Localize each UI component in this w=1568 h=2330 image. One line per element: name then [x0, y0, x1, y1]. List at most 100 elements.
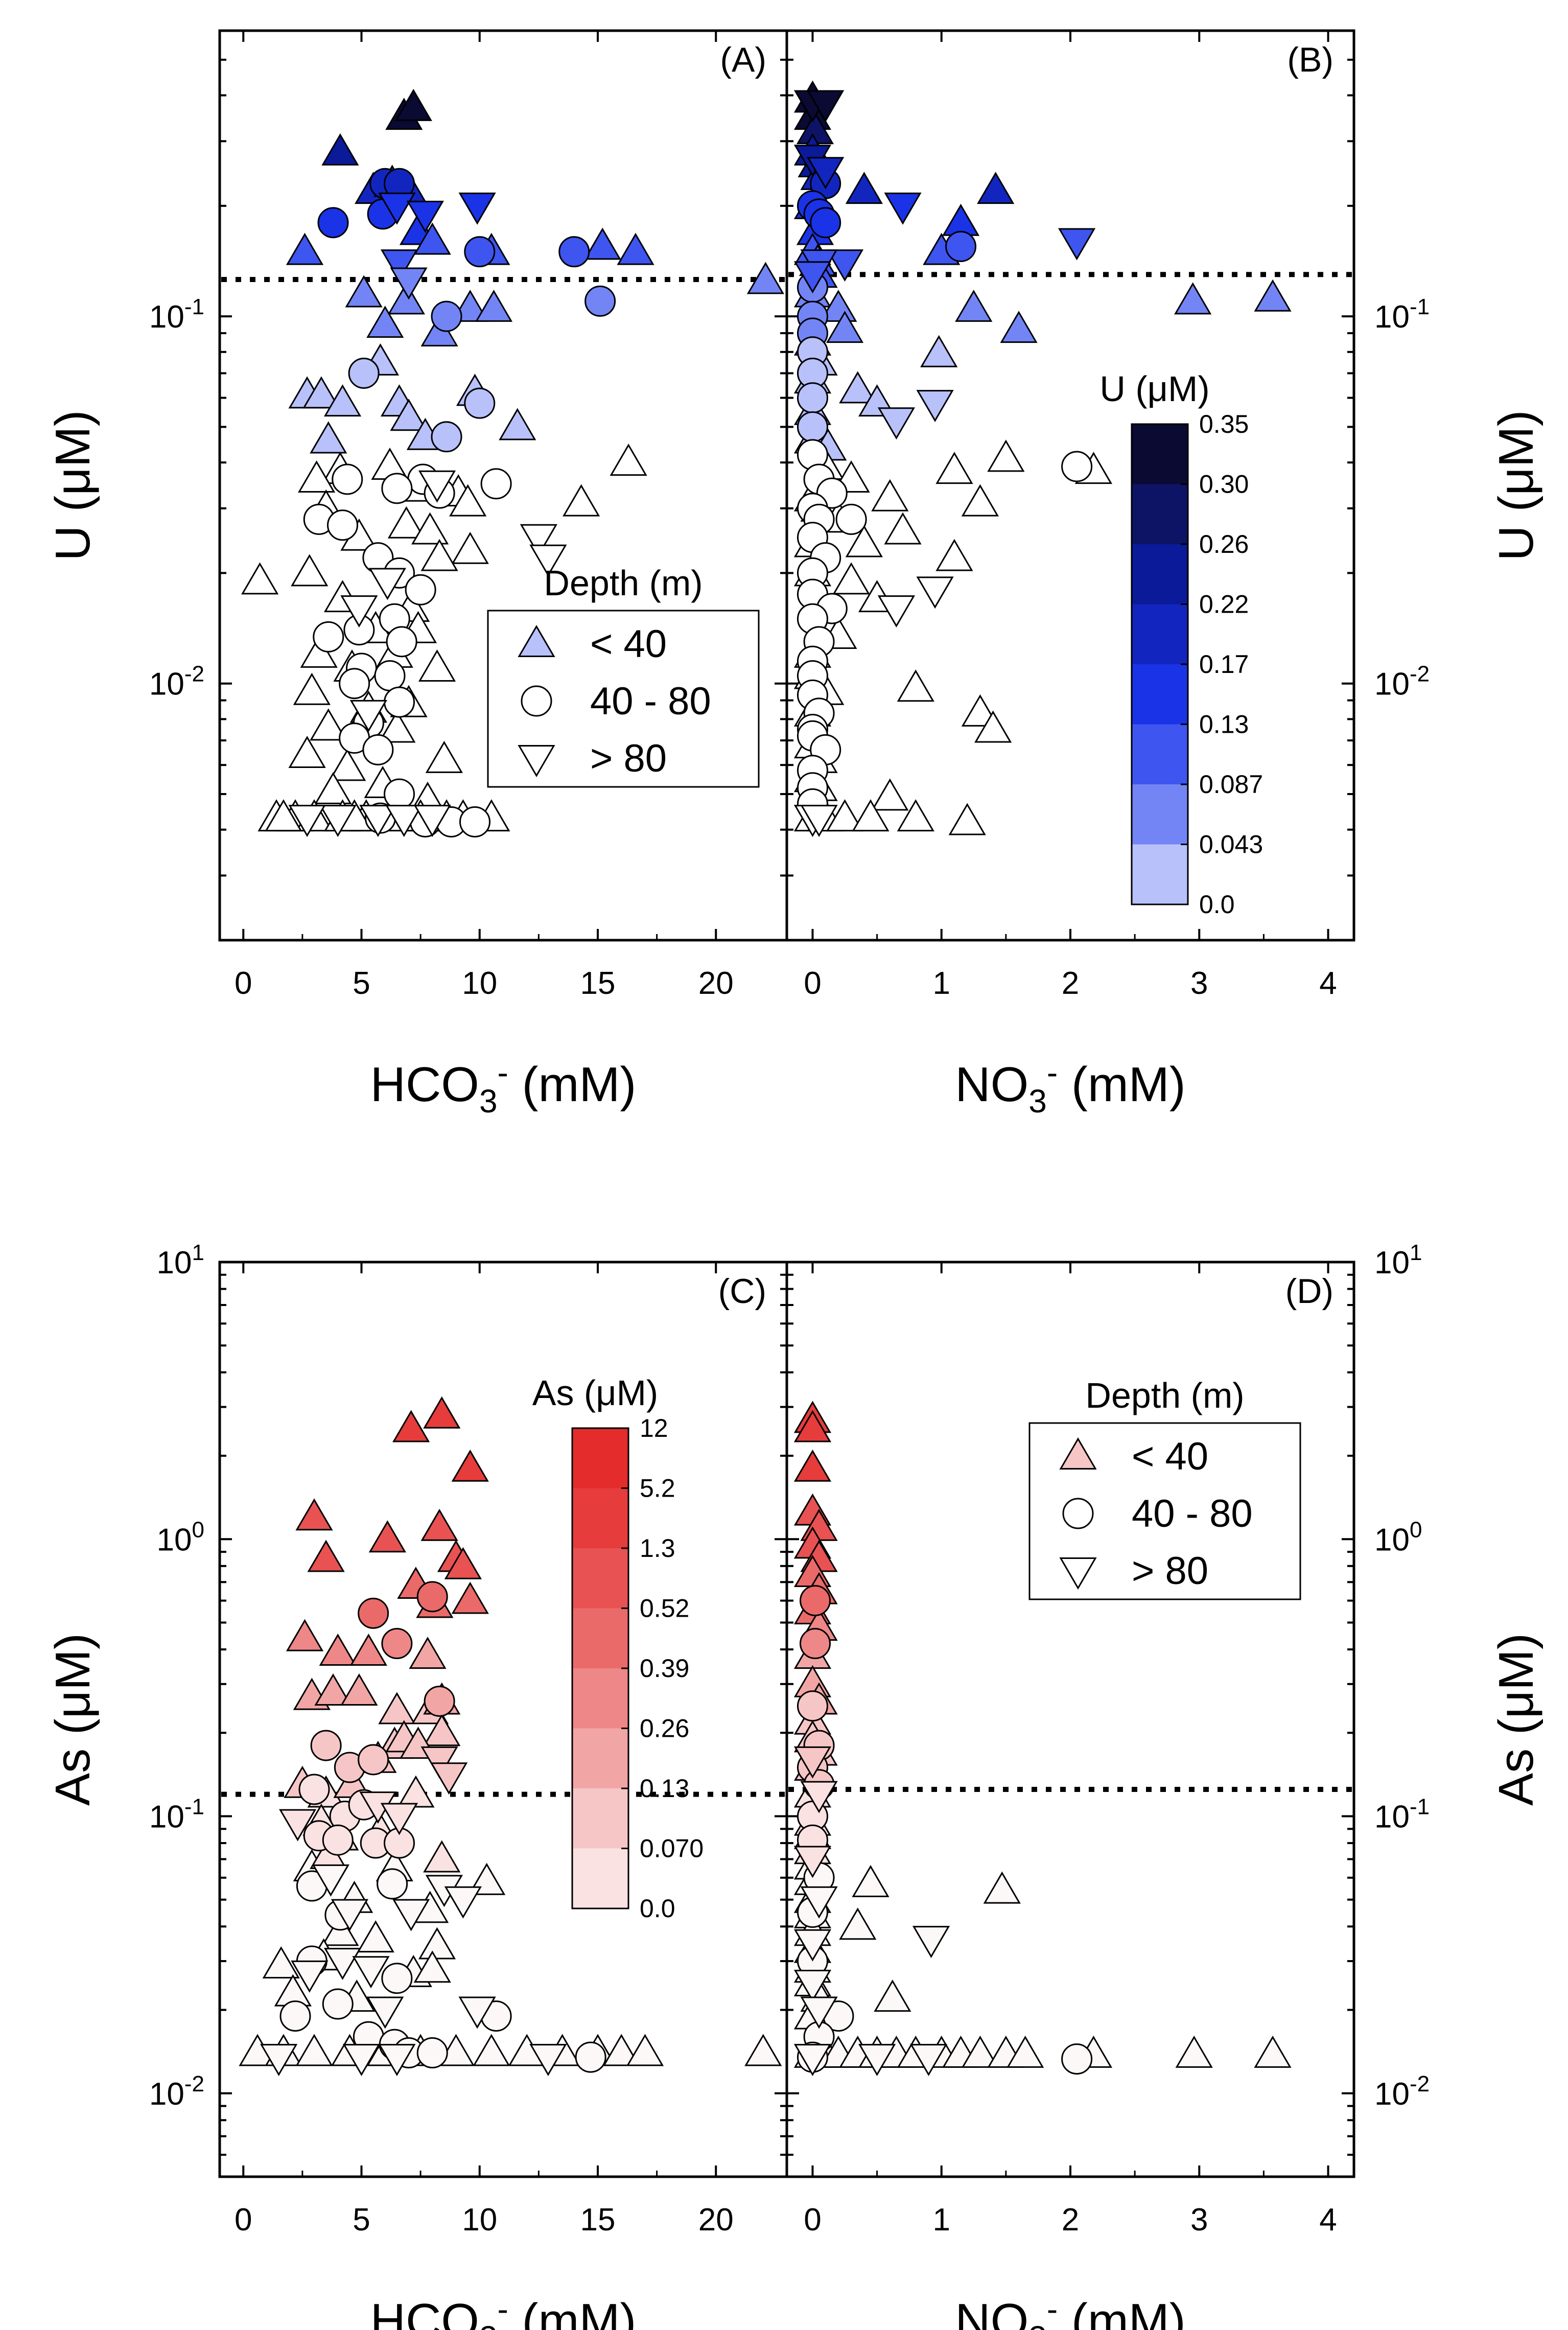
data-point-triangle-up [425, 740, 463, 773]
colorbar-title: As (μM) [532, 1373, 658, 1413]
panel-label: (A) [720, 40, 766, 79]
data-point-circle [317, 207, 349, 239]
data-point-triangle-up [874, 1979, 911, 2012]
data-point-triangle-up [286, 1619, 324, 1651]
data-point-triangle-down [800, 805, 838, 837]
data-point-triangle-up [602, 2034, 640, 2066]
panel-c-markers [239, 1396, 782, 2077]
data-point-circle [405, 574, 436, 605]
x-axis-label: NO3- (mM) [955, 2291, 1185, 2330]
data-point-circle [464, 387, 496, 419]
data-point-triangle-down [378, 2044, 416, 2077]
y-axis-label-left: U (μM) [45, 410, 100, 561]
data-point-triangle-up [262, 1946, 300, 1979]
data-point-triangle-up [839, 1907, 877, 1940]
data-point-circle [279, 2000, 311, 2032]
data-point-triangle-up [423, 1396, 461, 1429]
data-point-triangle-up [451, 1449, 489, 1482]
data-point-triangle-up [413, 1950, 451, 1983]
data-point-triangle-down [323, 1948, 362, 1980]
colorbar-segment [1132, 604, 1188, 665]
data-point-triangle-up [420, 539, 458, 571]
colorbar-segment [572, 1548, 628, 1609]
data-point-triangle-down [793, 1846, 832, 1878]
data-point-triangle-up [241, 562, 279, 595]
data-point-triangle-up [265, 799, 302, 832]
data-point-triangle-down [279, 1809, 317, 1842]
data-point-triangle-up [961, 484, 999, 517]
colorbar-segment [1132, 424, 1188, 485]
colorbar-tick-label: 0.13 [640, 1774, 689, 1803]
x-tick-label: 0 [235, 2202, 252, 2238]
data-point-circle [1061, 451, 1093, 482]
data-point-triangle-down [359, 805, 397, 837]
colorbar-segment [1132, 784, 1188, 845]
data-point-triangle-up [1175, 2035, 1213, 2068]
data-point-circle [424, 1685, 455, 1717]
data-point-circle [835, 503, 867, 535]
legend-label: < 40 [1132, 1435, 1208, 1478]
data-point-circle [381, 1963, 413, 1994]
legend-marker-circle [521, 685, 552, 717]
panel-d-markers [793, 1401, 1292, 2077]
data-point-triangle-down [444, 1886, 482, 1919]
data-point-triangle-up [744, 2034, 782, 2066]
data-point-triangle-up [977, 172, 1015, 204]
y-tick-label-right: 101 [1374, 1240, 1422, 1280]
panel-a-markers [241, 88, 784, 837]
legend-label: > 80 [590, 737, 667, 780]
data-point-triangle-down [342, 2044, 381, 2077]
data-point-triangle-down [793, 261, 832, 294]
colorbar-tick-label: 0.0 [1199, 890, 1235, 919]
colorbar-tick-label: 0.22 [1199, 590, 1249, 619]
data-point-triangle-down [800, 1781, 838, 1813]
data-point-triangle-up [423, 1714, 461, 1746]
y-tick-label-right: 100 [1374, 1517, 1422, 1557]
panel-b-axes: 0 1 2 3 4 10-2 10-1 (B) NO3- (mM) [787, 31, 1430, 1120]
data-point-circle [480, 468, 512, 500]
data-point-circle [322, 1824, 354, 1856]
x-tick-label: 1 [932, 966, 950, 1001]
data-point-triangle-up [345, 275, 383, 308]
data-point-triangle-up [291, 554, 329, 587]
legend-marker-circle [1062, 1498, 1094, 1529]
data-point-triangle-up [826, 799, 864, 832]
data-point-triangle-down [418, 470, 456, 503]
data-point-triangle-down [520, 524, 557, 556]
data-point-triangle-down [916, 390, 954, 423]
y-tick-label: 101 [157, 1240, 204, 1280]
data-point-circle [377, 1868, 408, 1900]
colorbar-tick-label: 5.2 [640, 1474, 675, 1503]
data-point-triangle-down [800, 1996, 838, 2029]
data-point-triangle-down [406, 200, 444, 233]
data-point-triangle-up [499, 408, 536, 440]
data-point-circle [558, 236, 590, 268]
data-point-triangle-up [451, 1581, 489, 1614]
data-point-triangle-up [955, 289, 993, 322]
data-point-triangle-down [877, 407, 916, 440]
y-tick-label: 10-2 [149, 2071, 204, 2112]
data-point-triangle-up [871, 778, 909, 811]
colorbar-segment [1132, 664, 1188, 725]
data-point-triangle-down [458, 192, 496, 225]
panel-label: (C) [718, 1272, 766, 1311]
data-point-circle [322, 1988, 354, 2020]
data-point-triangle-up [418, 1927, 456, 1960]
colorbar-tick-label: 0.087 [1199, 770, 1263, 799]
data-point-circle [348, 357, 380, 389]
data-point-triangle-up [826, 311, 864, 343]
x-tick-label: 0 [804, 966, 821, 1001]
data-point-triangle-up [288, 736, 326, 768]
data-point-triangle-down [529, 2044, 567, 2077]
data-point-triangle-up [820, 289, 857, 322]
data-point-triangle-up [1007, 2035, 1044, 2068]
colorbar-tick-label: 0.30 [1199, 470, 1249, 499]
data-point-triangle-down [529, 544, 567, 577]
data-point-circle [464, 236, 496, 268]
colorbar-tick-label: 0.52 [640, 1594, 689, 1623]
data-point-circle [332, 463, 363, 495]
data-point-triangle-up [366, 306, 404, 338]
data-point-triangle-up [310, 708, 347, 741]
x-tick-label: 20 [698, 966, 734, 1001]
data-point-circle [797, 1690, 828, 1722]
